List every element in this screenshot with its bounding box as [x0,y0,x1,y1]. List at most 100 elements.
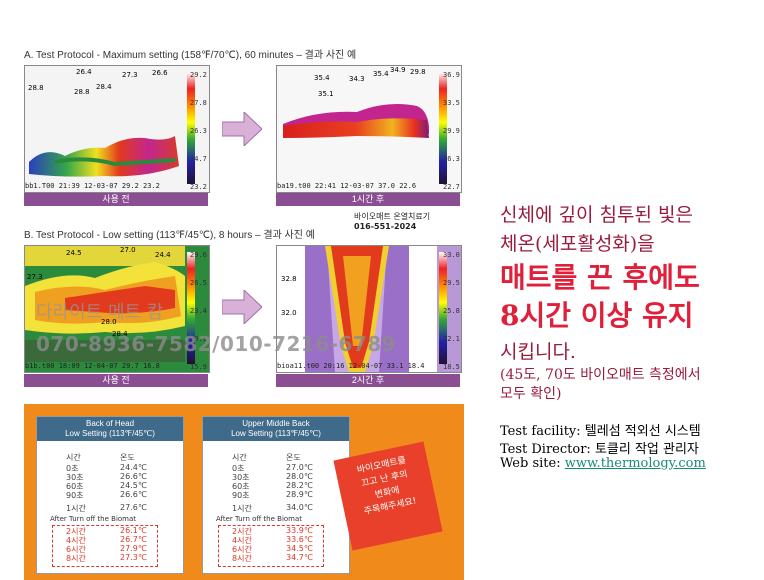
caption-a-after: 1시간 후 [276,193,460,206]
section-a-title: A. Test Protocol - Maximum setting (158℉… [24,50,357,61]
point-label: 28.4 [96,83,112,91]
table-row: 26.7℃ [120,535,147,544]
table-row: 34.0℃ [286,503,313,512]
thermogram-a-after [276,65,462,193]
point-label: 34.3 [349,75,365,83]
point-label: 27.3 [122,71,138,79]
upper-middle-back-table: Upper Middle Back Low Setting (113℉/45℃) [202,416,350,574]
point-label: 35.4 [314,74,330,82]
table-row: 34.5℃ [286,544,313,553]
point-label: 24.4 [155,251,171,259]
table-row: 28.9℃ [286,490,313,499]
after-label: After Turn off the Biomat [50,515,137,523]
website-link[interactable]: www.thermology.com [564,456,706,471]
table-row: 90초 [66,491,84,500]
facility-value: 텔레섬 적외선 시스템 [584,424,701,439]
table-row: 27.6℃ [120,503,147,512]
director-value: 토클리 작업 관리자 [594,442,699,457]
thermogram-b-before [24,245,210,373]
table-row: 28.2℃ [286,481,313,490]
table-row: 0초 [66,464,79,473]
scale-a-before-2: 26.3 [190,127,207,135]
table-row: 8시간 [66,554,86,563]
table-row: 26.6℃ [120,472,147,481]
thermogram-a-before [24,65,210,193]
thermogram-meta: bb1.T00 21:39 12-03-07 29.2 23.2 [25,182,160,190]
scale-a-before-0: 29.2 [190,71,207,79]
table-row: 28.0℃ [286,472,313,481]
claim-line-1: 신체에 깊이 침투된 빛은 [500,204,693,226]
scale-a-before-4: 23.2 [190,183,207,191]
point-label: 29.8 [410,68,426,76]
claim-line-4: 8시간 이상 유지 [500,299,694,332]
watermark-phones: 070-8936-7582/010-7216-6789 [36,332,397,356]
table-row: 60초 [66,482,84,491]
point-label: 26.6 [152,69,168,77]
table-row: 30초 [66,473,84,482]
scale-a-after-2: 29.9 [443,127,460,135]
director-label: Test Director: [500,442,591,457]
point-label: 35.4 [373,70,389,78]
table-row: 2시간 [232,527,252,536]
table-header: Back of Head Low Setting (113℉/45℃) [37,417,183,441]
scale-b-before-0: 29.6 [190,251,207,259]
table-row: 60초 [232,482,250,491]
scale-b-after-1: 29.5 [443,279,460,287]
temperature-table-panel: Back of Head Low Setting (113℉/45℃) Uppe… [24,404,464,580]
table-row: 1시간 [232,504,252,513]
table-row: 6시간 [232,545,252,554]
scale-b-after-4: 18.5 [443,363,460,371]
table-row: 33.9℃ [286,526,313,535]
claim-line-6: (45도, 70도 바이오매트 측정에서 [500,367,701,383]
table-row: 24.5℃ [120,481,147,490]
point-label: 28.4 [112,330,128,338]
after-label: After Turn off the Biomat [216,515,303,523]
point-label: 28.0 [101,318,117,326]
table-row: 1시간 [66,504,86,513]
device-phone: 016-551-2024 [354,222,417,231]
table-row: 26.1℃ [120,526,147,535]
claim-line-7: 모두 확인) [500,386,562,402]
scale-b-after-0: 33.0 [443,251,460,259]
thermogram-meta: ba19.t00 22:41 12-03-07 37.0 22.6 [277,182,417,190]
table-row: 90초 [232,491,250,500]
scale-b-before-4: 15.9 [190,363,207,371]
table-row: 4시간 [232,536,252,545]
table-row: 27.9℃ [120,544,147,553]
table-row: 26.6℃ [120,490,147,499]
table-row: 6시간 [66,545,86,554]
point-label: 35.1 [318,90,334,98]
scale-a-after-0: 36.9 [443,71,460,79]
table-row: 2시간 [66,527,86,536]
table-row: 27.3℃ [120,553,147,562]
table-row: 24.4℃ [120,463,147,472]
point-label: 32.0 [281,309,297,317]
claim-line-2: 체온(세포활성화)을 [500,233,655,255]
scale-a-before-3: 24.7 [190,155,207,163]
point-label: 28.8 [28,84,44,92]
scale-b-before-2: 23.4 [190,307,207,315]
point-label: 28.8 [74,88,90,96]
director-line: Test Director: 토클리 작업 관리자 [500,438,699,457]
point-label: 27.0 [120,246,136,254]
back-of-head-table: Back of Head Low Setting (113℉/45℃) [36,416,184,574]
website-label: Web site: [500,456,561,471]
table-row: 4시간 [66,536,86,545]
point-label: 27.3 [27,273,43,281]
facility-line: Test facility: 텔레섬 적외선 시스템 [500,420,701,439]
arrow-right-icon [222,290,262,324]
scale-a-after-1: 33.5 [443,99,460,107]
table-row: 33.6℃ [286,535,313,544]
col-temp: 온도 [286,453,301,462]
claim-line-5: 시킵니다. [500,341,576,363]
section-b-title: B. Test Protocol - Low setting (113℉/45℃… [24,230,315,241]
table-row: 8시간 [232,554,252,563]
caption-b-after: 2시간 후 [276,374,460,387]
caption-a-before: 사용 전 [24,193,208,206]
table-row: 0초 [232,464,245,473]
highlight-box [52,525,158,567]
caption-b-before: 사용 전 [24,374,208,387]
facility-label: Test facility: [500,424,581,439]
note-card: 바이오매트를 끄고 난 후의 변화에 주목해주세요! [333,441,443,551]
thermogram-b-after [276,245,462,373]
